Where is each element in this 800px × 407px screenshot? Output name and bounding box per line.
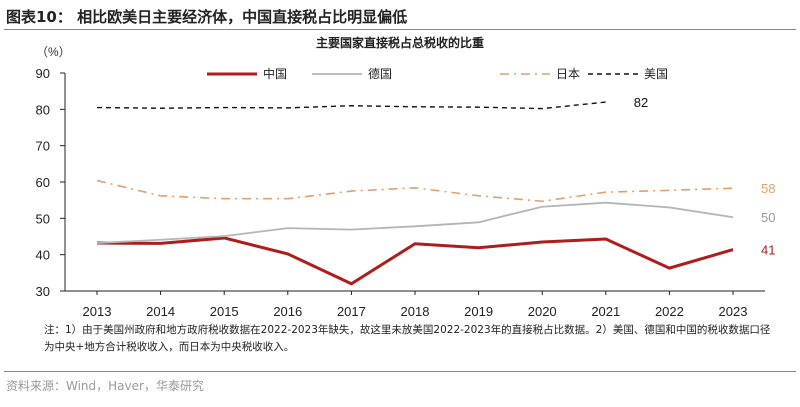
y-tick-label: 80 <box>36 102 50 117</box>
y-tick-label: 40 <box>36 248 50 263</box>
end-label: 41 <box>761 243 775 258</box>
series-line <box>96 179 734 203</box>
y-tick-label: 90 <box>36 66 50 81</box>
line-chart: 主要国家直接税占总税收的比重 （%） 30 40 50 60 70 80 90 2013 201… <box>36 35 776 319</box>
legend-label: 中国 <box>263 66 287 81</box>
series-1: 50 <box>96 201 775 244</box>
legend-label: 德国 <box>368 66 392 81</box>
series-line <box>96 236 734 286</box>
title-divider <box>4 29 796 30</box>
y-tick-label: 50 <box>36 211 50 226</box>
y-tick-label: 70 <box>36 139 50 154</box>
chart-note: 注：1）由于美国州政府和地方政府税收数据在2022-2023年缺失，故这里未放美… <box>44 324 771 353</box>
y-axis-unit: （%） <box>36 45 71 59</box>
chart-title: 主要国家直接税占总税收的比重 <box>316 35 484 50</box>
x-tick-label: 2017 <box>337 304 366 319</box>
x-tick-label: 2013 <box>83 304 112 319</box>
x-tick-label: 2018 <box>401 304 430 319</box>
end-label: 58 <box>761 181 775 196</box>
x-tick-label: 2021 <box>591 304 620 319</box>
y-tick-label: 60 <box>36 175 50 190</box>
end-label: 50 <box>761 210 775 225</box>
series-0: 41 <box>96 236 775 286</box>
legend-label: 日本 <box>556 67 580 81</box>
x-tick-label: 2015 <box>210 304 239 319</box>
source-text: 资料来源：Wind，Haver，华泰研究 <box>6 379 204 393</box>
x-tick-label: 2019 <box>464 304 493 319</box>
legend-label: 美国 <box>644 67 668 81</box>
series-2: 58 <box>96 179 775 203</box>
x-tick-label: 2016 <box>273 304 302 319</box>
x-tick-label: 2022 <box>655 304 684 319</box>
end-label: 82 <box>634 95 648 110</box>
series-line <box>96 101 606 110</box>
series-3: 82 <box>96 95 648 110</box>
y-tick-label: 30 <box>36 284 50 299</box>
source-divider <box>4 371 796 372</box>
x-tick-label: 2023 <box>719 304 748 319</box>
x-tick-label: 2020 <box>528 304 557 319</box>
series-line <box>96 201 734 244</box>
x-tick-label: 2014 <box>146 304 175 319</box>
figure-title: 图表10： 相比欧美日主要经济体，中国直接税占比明显偏低 <box>6 8 408 26</box>
